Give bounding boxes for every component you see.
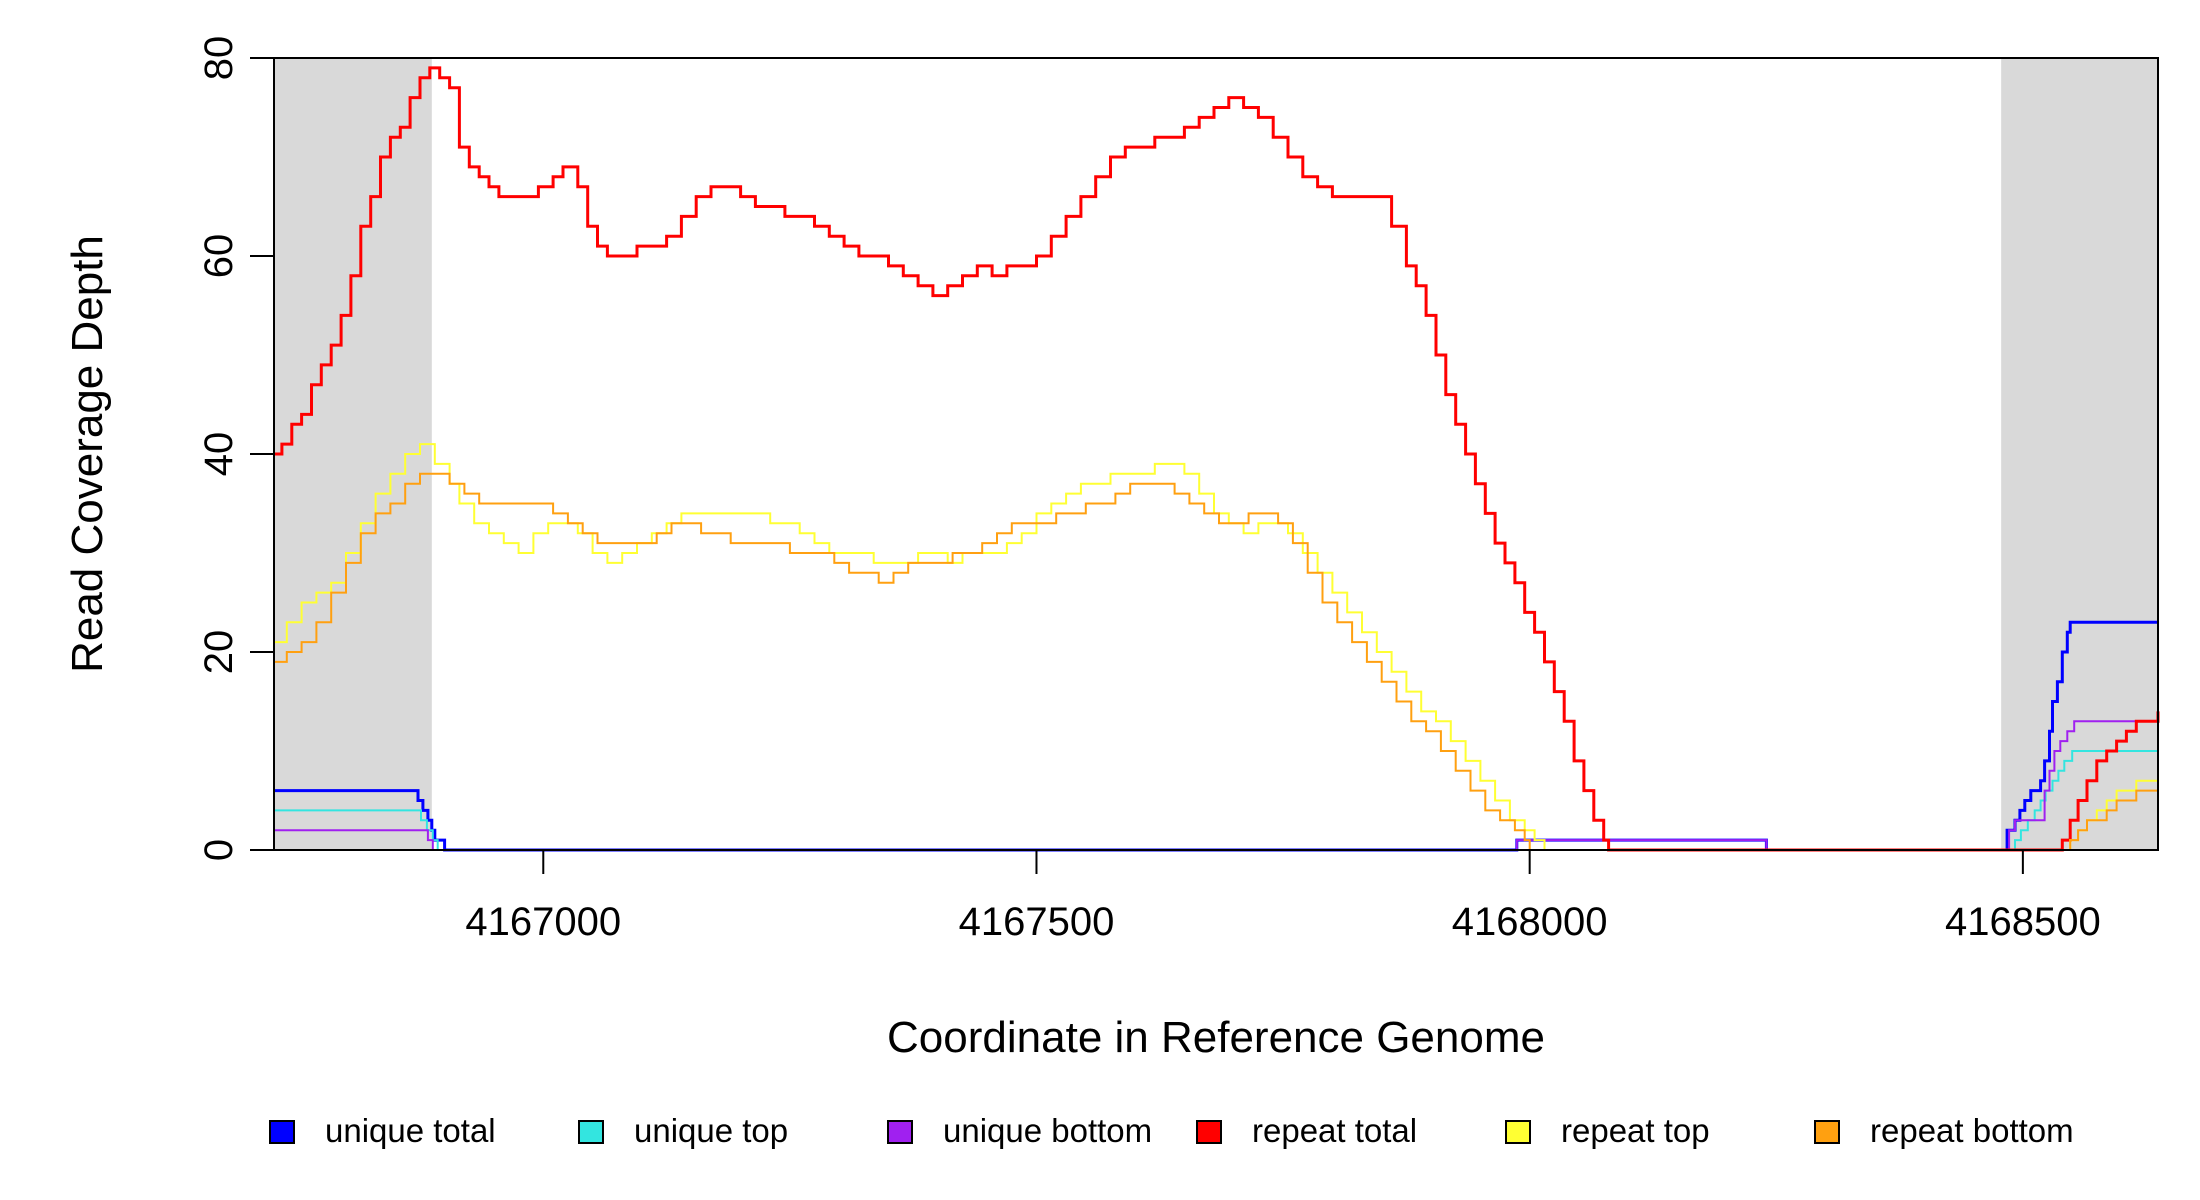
y-tick-label: 40 [197, 432, 241, 477]
x-tick-label: 4168000 [1452, 900, 1608, 944]
legend-label-repeat-top: repeat top [1561, 1112, 1710, 1149]
y-tick-label: 0 [197, 839, 241, 861]
x-axis-title: Coordinate in Reference Genome [887, 1013, 1545, 1062]
legend-label-unique-bottom: unique bottom [943, 1112, 1152, 1149]
series-line-repeat-total [274, 66, 2160, 852]
y-tick-label: 80 [197, 36, 241, 81]
legend: unique total unique top unique bottom repea… [269, 1112, 2074, 1149]
series-line-unique-total [274, 620, 2158, 852]
legend-swatch-unique-top [578, 1120, 604, 1144]
legend-label-unique-total: unique total [325, 1112, 496, 1149]
series-line-repeat-bottom [274, 472, 2159, 851]
x-axis: 4167000 4167500 4168000 4168500 [465, 850, 2101, 944]
legend-label-repeat-total: repeat total [1252, 1112, 1417, 1149]
legend-swatch-repeat-total [1196, 1120, 1222, 1144]
series-line-repeat-top [274, 443, 2159, 851]
shaded-region-1 [2001, 58, 2158, 850]
series-line-unique-top [274, 750, 2158, 851]
legend-swatch-unique-total [269, 1120, 295, 1144]
y-tick-label: 20 [197, 630, 241, 675]
y-tick-label: 60 [197, 234, 241, 279]
series-lines [274, 66, 2160, 852]
y-axis: 0 20 40 60 80 [197, 36, 274, 861]
legend-swatch-repeat-bottom [1814, 1120, 1840, 1144]
x-tick-label: 4167500 [959, 900, 1115, 944]
series-line-unique-bottom [274, 720, 2158, 851]
legend-swatch-unique-bottom [887, 1120, 913, 1144]
legend-label-unique-top: unique top [634, 1112, 788, 1149]
legend-swatch-repeat-top [1505, 1120, 1531, 1144]
x-tick-label: 4167000 [465, 900, 621, 944]
legend-label-repeat-bottom: repeat bottom [1870, 1112, 2074, 1149]
x-tick-label: 4168500 [1945, 900, 2101, 944]
y-axis-title: Read Coverage Depth [63, 235, 112, 673]
